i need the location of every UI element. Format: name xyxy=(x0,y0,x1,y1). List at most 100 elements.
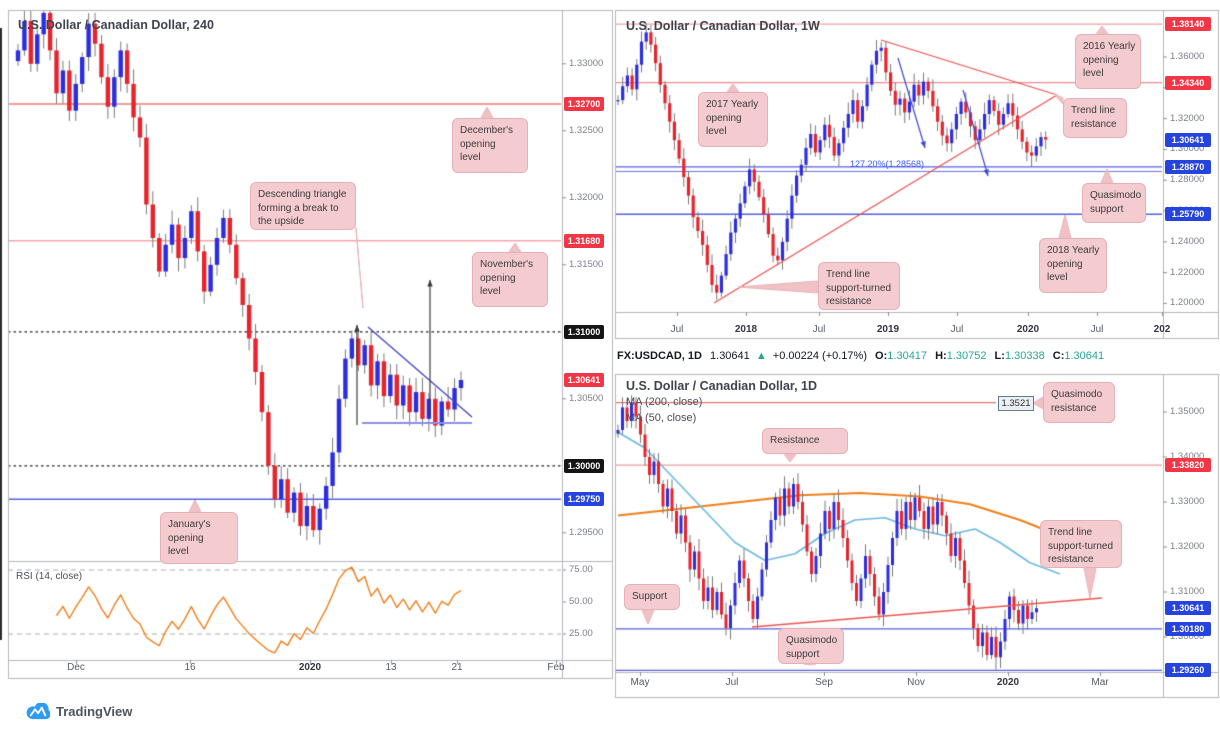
price-axis-tick: 1.33000 xyxy=(1170,496,1205,507)
low-label: L: xyxy=(994,350,1005,362)
price-axis-tick: 1.28000 xyxy=(1170,174,1205,186)
callout-text: Resistance xyxy=(770,435,820,446)
tradingview-logo-text: TradingView xyxy=(56,704,133,719)
price-chip: 1.30641 xyxy=(1165,601,1211,616)
callout-annotation[interactable]: January's opening level xyxy=(160,512,238,564)
callout-annotation[interactable]: December's opening level xyxy=(452,118,528,173)
rsi-axis-tick: 50.00 xyxy=(569,596,593,607)
callout-text: support-turned xyxy=(1048,540,1114,552)
rsi-axis-tick: 25.00 xyxy=(569,628,593,639)
callout-text: level xyxy=(1083,68,1104,79)
price-axis-tick: 1.30000 xyxy=(1170,631,1205,642)
chart-title-240: U.S. Dollar / Canadian Dollar, 240 xyxy=(18,18,214,32)
close-value: 1.30641 xyxy=(1064,350,1105,362)
callout-text: support xyxy=(1090,203,1124,215)
callout-text: forming a break to xyxy=(258,202,339,214)
price-chip: 1.30180 xyxy=(1165,621,1211,636)
callout-annotation[interactable]: November's opening level xyxy=(472,252,548,307)
callout-annotation[interactable]: Quasimodo resistance xyxy=(1043,382,1115,423)
symbol-label: FX:USDCAD, 1D xyxy=(617,350,702,362)
price-axis-tick: 1.29500 xyxy=(569,526,604,538)
callout-text: Quasimodo xyxy=(1051,389,1103,400)
time-axis-tick: Jul xyxy=(950,324,964,335)
callout-text: resistance xyxy=(826,296,872,307)
price-chip: 1.31680 xyxy=(564,233,604,248)
price-level-label: 1.3521 xyxy=(998,396,1034,411)
callout-text: level xyxy=(168,546,189,557)
last-price: 1.30641 xyxy=(710,350,750,362)
price-chip: 1.30641 xyxy=(564,372,604,387)
price-chip: 1.28870 xyxy=(1165,159,1211,174)
time-axis-tick: 13 xyxy=(385,662,397,673)
callout-text: opening xyxy=(460,138,496,150)
callout-text: December's xyxy=(460,125,514,136)
callout-annotation[interactable]: Quasimodo support xyxy=(778,628,844,664)
callout-text: resistance xyxy=(1048,554,1094,565)
callout-annotation[interactable]: 2016 Yearly opening level xyxy=(1075,34,1141,89)
callout-annotation[interactable]: Trend line support-turned resistance xyxy=(818,262,900,310)
callout-text: November's xyxy=(480,259,534,270)
callout-text: 2018 Yearly xyxy=(1047,245,1100,256)
callout-text: level xyxy=(480,286,501,297)
high-value: 1.30752 xyxy=(946,350,987,362)
price-axis-tick: 1.22000 xyxy=(1170,266,1205,278)
callout-text: resistance xyxy=(1051,402,1097,414)
price-chip: 1.29750 xyxy=(564,492,604,507)
time-axis-tick: 2020 xyxy=(298,662,322,673)
callout-text: Descending triangle xyxy=(258,189,347,200)
callout-annotation[interactable]: Quasimodo support xyxy=(1082,183,1146,223)
callout-text: Trend line xyxy=(1071,105,1116,116)
callout-annotation[interactable]: Trend line support-turned resistance xyxy=(1040,520,1122,568)
callout-text: level xyxy=(706,126,727,137)
callout-annotation[interactable]: 2017 Yearly opening level xyxy=(698,92,768,147)
time-axis-tick: Dec xyxy=(67,662,85,673)
chart-title-1w: U.S. Dollar / Canadian Dollar, 1W xyxy=(626,19,820,33)
callout-annotation[interactable]: Descending triangle forming a break to the… xyxy=(250,182,356,230)
price-chip: 1.34340 xyxy=(1165,75,1211,90)
callout-text: January's xyxy=(168,519,211,530)
ma-50-label: MA (50, close) xyxy=(626,412,697,424)
callout-annotation[interactable]: 2018 Yearly opening level xyxy=(1039,238,1107,293)
callout-text: Quasimodo xyxy=(1090,190,1142,201)
time-axis-tick: 202 xyxy=(1153,324,1171,335)
price-axis-tick: 1.32000 xyxy=(569,191,604,203)
price-chip: 1.30641 xyxy=(1165,132,1211,147)
time-axis-tick: Jul xyxy=(725,677,739,688)
callout-annotation[interactable]: Support xyxy=(624,584,680,610)
ma-200-label: MA (200, close) xyxy=(626,396,703,408)
price-chip: 1.31000 xyxy=(564,324,604,339)
callout-text: level xyxy=(460,152,481,163)
callout-text: Trend line xyxy=(1048,527,1093,538)
price-axis-tick: 1.34000 xyxy=(1170,451,1205,462)
price-axis-tick: 1.31000 xyxy=(1170,586,1205,597)
callout-text: Quasimodo xyxy=(786,635,838,646)
callout-text: opening xyxy=(1047,258,1083,270)
up-arrow-icon: ▲ xyxy=(755,350,767,362)
time-axis-tick: Feb xyxy=(547,662,565,673)
callout-annotation[interactable]: Resistance xyxy=(762,428,848,454)
ohlc-bar: FX:USDCAD, 1D 1.30641 ▲ +0.00224 (+0.17%… xyxy=(617,350,1104,362)
time-axis-tick: 2020 xyxy=(1016,324,1040,335)
price-chip: 1.25790 xyxy=(1165,207,1211,222)
callout-text: level xyxy=(1047,272,1068,283)
rsi-axis-tick: 75.00 xyxy=(569,564,593,575)
callout-text: Support xyxy=(632,591,668,602)
price-chip: 1.38140 xyxy=(1165,17,1211,32)
time-axis-tick: May xyxy=(630,677,650,688)
callout-text: resistance xyxy=(1071,118,1117,130)
time-axis-tick: 2018 xyxy=(734,324,758,335)
price-chip: 1.29260 xyxy=(1165,663,1211,678)
time-axis-tick: Jul xyxy=(812,324,826,335)
callout-text: the upside xyxy=(258,216,305,227)
price-chip: 1.32700 xyxy=(564,97,604,111)
callout-annotation[interactable]: Trend line resistance xyxy=(1063,98,1127,138)
time-axis-tick: Jul xyxy=(670,324,684,335)
callout-text: support-turned xyxy=(826,282,892,294)
price-axis-tick: 1.30500 xyxy=(569,392,604,404)
price-change: +0.00224 (+0.17%) xyxy=(772,350,867,362)
callout-text: support xyxy=(786,648,820,660)
time-axis-tick: Mar xyxy=(1091,677,1109,688)
tradingview-logo[interactable]: TradingView xyxy=(26,703,132,720)
